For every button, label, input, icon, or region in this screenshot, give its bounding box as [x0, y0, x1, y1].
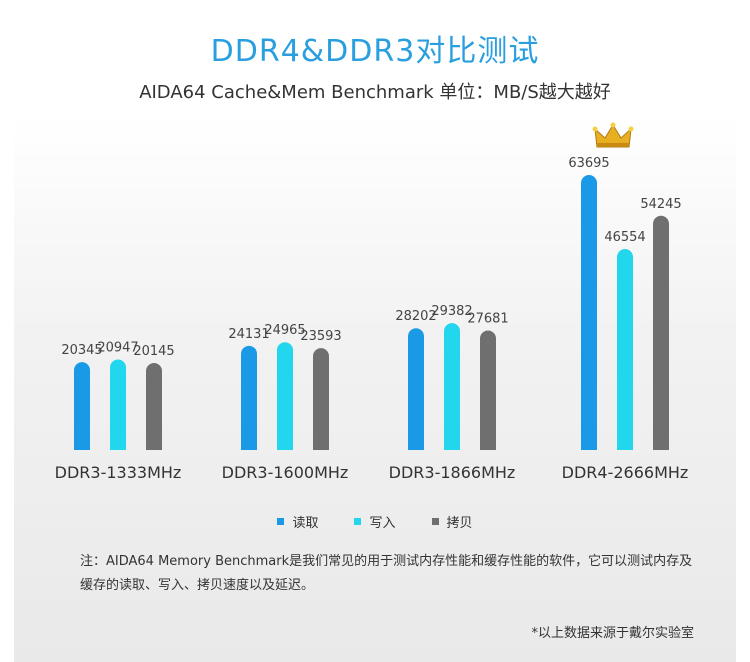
bar-read-1 — [241, 345, 257, 450]
category-label-0: DDR3-1333MHz — [55, 463, 182, 482]
data-label-copy-1: 23593 — [300, 329, 341, 344]
crown-icon — [592, 122, 634, 148]
bar-write-2 — [444, 323, 460, 450]
bar-write-0 — [110, 359, 126, 450]
chart-panel — [14, 116, 736, 662]
legend-item-write: 写入 — [354, 512, 396, 531]
data-label-write-0: 20947 — [97, 341, 138, 356]
legend-item-read: 读取 — [277, 512, 318, 531]
legend-item-copy: 拷贝 — [431, 512, 473, 531]
data-label-read-0: 20345 — [61, 343, 102, 358]
legend-label-write: 写入 — [369, 516, 396, 531]
bar-copy-3 — [653, 215, 669, 450]
data-label-write-3: 46554 — [604, 230, 645, 245]
bar-write-1 — [277, 342, 293, 450]
bar-read-2 — [408, 328, 424, 450]
chart-subtitle: AIDA64 Cache&Mem Benchmark 单位：MB/S越大越好 — [139, 82, 611, 103]
bar-copy-1 — [313, 348, 329, 450]
legend-swatch-read — [277, 518, 285, 525]
legend-swatch-copy — [431, 518, 439, 525]
data-label-write-1: 24965 — [264, 323, 305, 338]
data-label-write-2: 29382 — [431, 304, 472, 319]
bar-copy-2 — [480, 330, 496, 450]
data-label-copy-0: 20145 — [133, 344, 174, 359]
bar-read-0 — [74, 362, 90, 450]
bar-read-3 — [581, 175, 597, 450]
bar-copy-0 — [146, 363, 162, 450]
category-label-2: DDR3-1866MHz — [389, 463, 516, 482]
legend: 读取 写入 拷贝 — [0, 512, 750, 531]
source-note: *以上数据来源于戴尔实验室 — [531, 626, 694, 641]
category-label-3: DDR4-2666MHz — [562, 463, 689, 482]
legend-label-read: 读取 — [292, 516, 319, 531]
legend-swatch-write — [354, 518, 362, 525]
data-label-read-2: 28202 — [395, 309, 436, 324]
category-label-1: DDR3-1600MHz — [222, 463, 349, 482]
data-label-copy-3: 54245 — [640, 197, 681, 212]
bar-write-3 — [617, 249, 633, 450]
data-label-read-1: 24131 — [228, 327, 269, 342]
chart-title: DDR4&DDR3对比测试 — [210, 34, 540, 69]
data-label-read-3: 63695 — [568, 156, 609, 171]
footnote: 注：AIDA64 Memory Benchmark是我们常见的用于测试内存性能和… — [80, 554, 693, 593]
data-label-copy-2: 27681 — [467, 311, 508, 326]
legend-label-copy: 拷贝 — [446, 516, 473, 531]
